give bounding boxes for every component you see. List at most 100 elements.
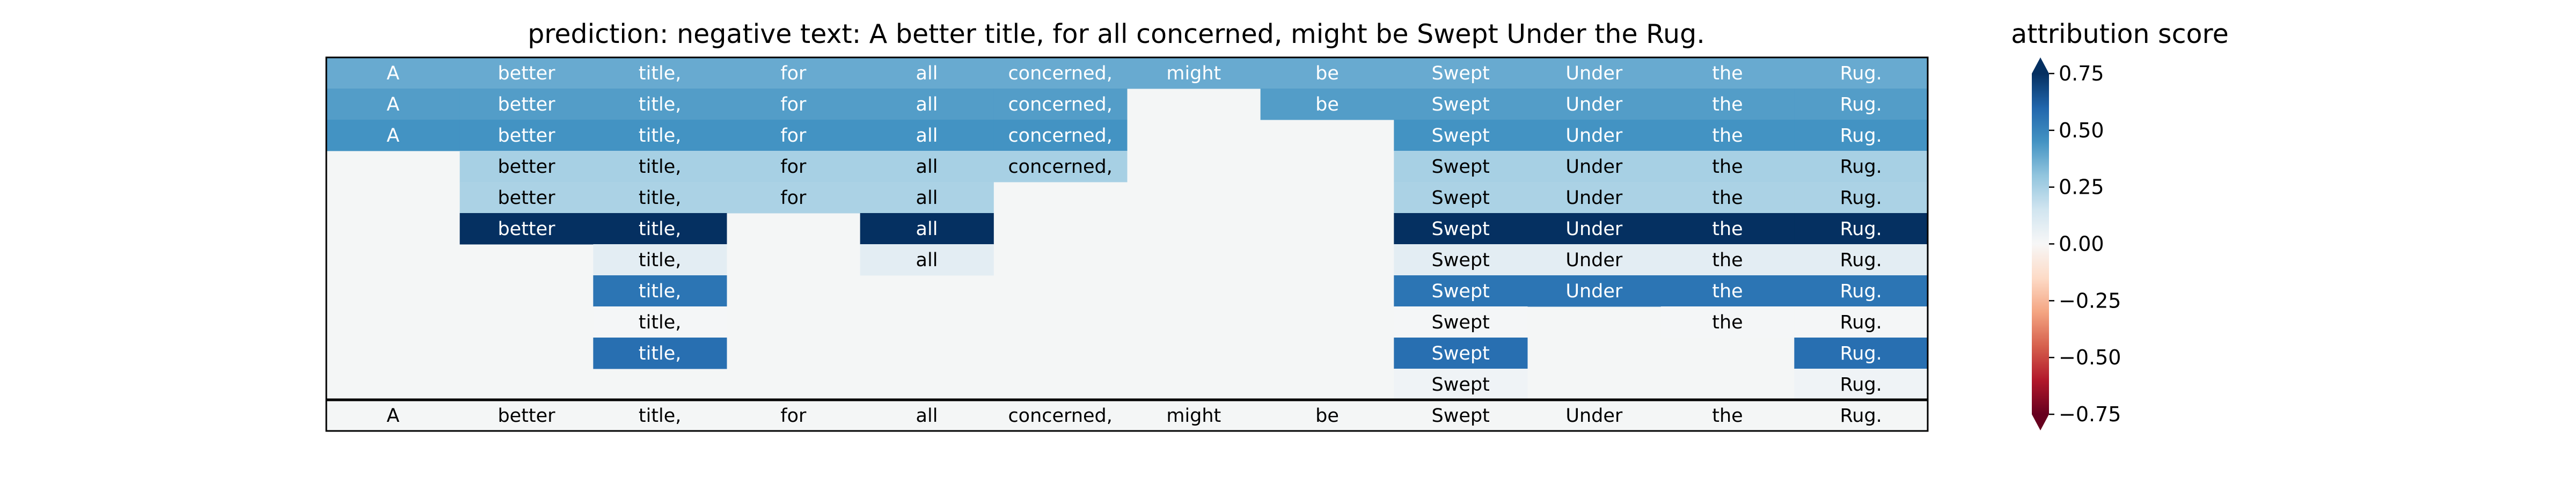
heatmap-cell bbox=[727, 151, 861, 182]
cell-token-label: A bbox=[386, 63, 399, 84]
bottom-row-token-label: concerned, bbox=[1008, 405, 1112, 427]
cell-token-label: Under bbox=[1565, 63, 1623, 84]
cell-token-label: Swept bbox=[1432, 343, 1490, 364]
cell-token-label: Swept bbox=[1432, 250, 1490, 271]
colorbar-tick-label: 0.00 bbox=[2059, 232, 2104, 256]
heatmap-cell bbox=[1660, 89, 1795, 120]
heatmap-cell bbox=[1660, 244, 1795, 276]
heatmap-cell bbox=[1660, 57, 1795, 89]
cell-token-label: Rug. bbox=[1840, 94, 1882, 115]
heatmap-frame bbox=[325, 56, 1929, 432]
cell-token-label: title, bbox=[639, 63, 682, 84]
colorbar-tick-label: −0.50 bbox=[2059, 346, 2121, 369]
heatmap-cell bbox=[459, 151, 594, 182]
colorbar-tick-label: 0.75 bbox=[2059, 62, 2104, 85]
cell-token-label: the bbox=[1712, 125, 1743, 147]
heatmap-cell bbox=[593, 151, 727, 182]
cell-token-label: Rug. bbox=[1840, 250, 1882, 271]
heatmap-cell bbox=[1794, 244, 1928, 276]
heatmap-cell bbox=[1394, 338, 1528, 369]
cell-token-label: Swept bbox=[1432, 125, 1490, 147]
cell-token-label: the bbox=[1712, 218, 1743, 240]
heatmap-cell bbox=[1394, 306, 1528, 338]
cell-token-label: title, bbox=[639, 250, 682, 271]
cell-token-label: for bbox=[780, 156, 807, 178]
heatmap-cell bbox=[593, 89, 727, 120]
cell-token-label: better bbox=[497, 218, 555, 240]
cell-token-label: A bbox=[386, 94, 399, 115]
heatmap-cell bbox=[860, 213, 994, 245]
heatmap-cell bbox=[326, 89, 460, 120]
cell-token-label: Under bbox=[1565, 125, 1623, 147]
cell-token-label: the bbox=[1712, 187, 1743, 209]
heatmap-cell bbox=[459, 57, 594, 89]
cell-token-label: better bbox=[497, 125, 555, 147]
heatmap-cell bbox=[593, 244, 727, 276]
heatmap-cell bbox=[593, 57, 727, 89]
colorbar-tick-label: 0.50 bbox=[2059, 119, 2104, 142]
cell-token-label: all bbox=[916, 156, 938, 178]
cell-token-label: Rug. bbox=[1840, 312, 1882, 333]
heatmap-cell bbox=[1794, 275, 1928, 307]
heatmap-cell bbox=[459, 182, 594, 214]
cell-token-label: all bbox=[916, 250, 938, 271]
cell-token-label: title, bbox=[639, 281, 682, 302]
heatmap-cell bbox=[860, 57, 994, 89]
cell-token-label: the bbox=[1712, 156, 1743, 178]
cell-token-label: Rug. bbox=[1840, 218, 1882, 240]
heatmap-cell bbox=[1660, 306, 1795, 338]
cell-token-label: all bbox=[916, 63, 938, 84]
cell-token-label: Swept bbox=[1432, 312, 1490, 333]
heatmap-cell bbox=[593, 213, 727, 245]
heatmap-cell bbox=[326, 120, 460, 151]
cell-token-label: title, bbox=[639, 218, 682, 240]
heatmap-cell bbox=[727, 182, 861, 214]
cell-token-label: better bbox=[497, 187, 555, 209]
heatmap-cell bbox=[1794, 120, 1928, 151]
heatmap-cell bbox=[593, 182, 727, 214]
cell-token-label: the bbox=[1712, 250, 1743, 271]
cell-token-label: Swept bbox=[1432, 187, 1490, 209]
heatmap-cell bbox=[1794, 338, 1928, 369]
heatmap-cell bbox=[727, 57, 861, 89]
heatmap-cell bbox=[1794, 306, 1928, 338]
heatmap-cell bbox=[1394, 213, 1528, 245]
heatmap-cell bbox=[1794, 151, 1928, 182]
cell-token-label: Under bbox=[1565, 281, 1623, 302]
heatmap-cell bbox=[993, 57, 1128, 89]
heatmap-cell bbox=[1794, 369, 1928, 400]
cell-token-label: the bbox=[1712, 63, 1743, 84]
cell-token-label: Under bbox=[1565, 156, 1623, 178]
heatmap-cell bbox=[1794, 89, 1928, 120]
heatmap-cell bbox=[1527, 244, 1662, 276]
heatmap-cell bbox=[1394, 275, 1528, 307]
colorbar-extend-min bbox=[2032, 414, 2049, 430]
bottom-row-token-label: for bbox=[780, 405, 807, 427]
cell-token-label: Swept bbox=[1432, 94, 1490, 115]
heatmap-cell bbox=[1527, 213, 1662, 245]
colorbar-tick-label: 0.25 bbox=[2059, 175, 2104, 199]
cell-token-label: title, bbox=[639, 156, 682, 178]
heatmap-cell bbox=[1394, 120, 1528, 151]
cell-token-label: be bbox=[1315, 94, 1339, 115]
cell-token-label: for bbox=[780, 125, 807, 147]
cell-token-label: concerned, bbox=[1008, 63, 1112, 84]
bottom-row-token-label: the bbox=[1712, 405, 1743, 427]
cell-token-label: title, bbox=[639, 125, 682, 147]
bottom-row-token-label: be bbox=[1315, 405, 1339, 427]
heatmap-cell bbox=[860, 120, 994, 151]
heatmap-cell bbox=[1527, 182, 1662, 214]
colorbar: 0.75 0.50 0.25 0.00 −0.25 −0.50 −0.75 bbox=[2032, 57, 2121, 430]
cell-token-label: Swept bbox=[1432, 281, 1490, 302]
cell-token-label: concerned, bbox=[1008, 156, 1112, 178]
bottom-row-token-label: Under bbox=[1565, 405, 1623, 427]
cell-token-label: be bbox=[1315, 63, 1339, 84]
cell-token-label: Rug. bbox=[1840, 156, 1882, 178]
colorbar-tick-label: −0.25 bbox=[2059, 289, 2121, 312]
heatmap-cell bbox=[860, 151, 994, 182]
cell-token-label: for bbox=[780, 94, 807, 115]
bottom-row-token-label: title, bbox=[639, 405, 682, 427]
heatmap-cell bbox=[1660, 275, 1795, 307]
heatmap-cell bbox=[860, 89, 994, 120]
heatmap-cell bbox=[1394, 244, 1528, 276]
